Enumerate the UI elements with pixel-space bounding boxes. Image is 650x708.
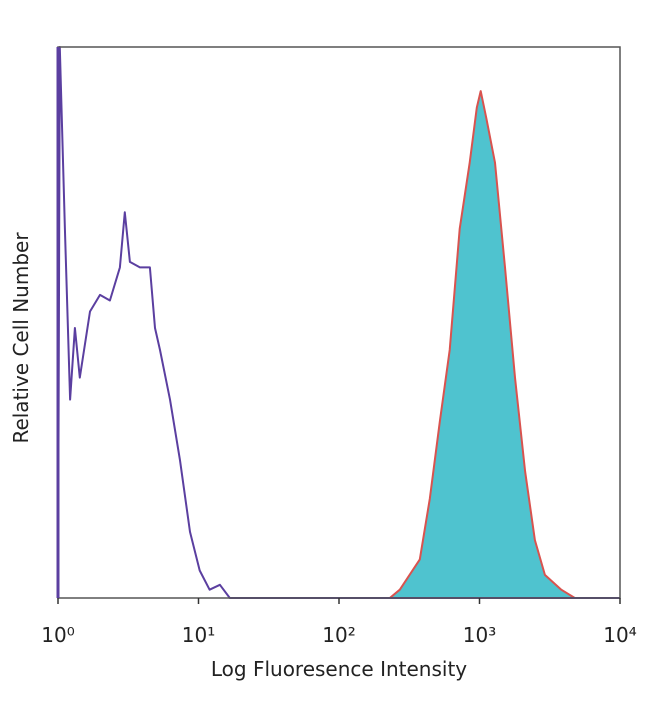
histogram-area [388, 90, 576, 599]
histogram-line [57, 46, 620, 599]
x-tick-label: 10⁰ [41, 623, 74, 647]
x-tick-label: 10³ [463, 623, 496, 647]
x-tick-label: 10⁴ [603, 623, 636, 647]
y-axis-label: Relative Cell Number [9, 232, 33, 444]
plot-frame [57, 46, 621, 599]
x-tick-label: 10¹ [182, 623, 215, 647]
x-axis-label: Log Fluoresence Intensity [211, 657, 467, 681]
x-tick-label: 10² [322, 623, 355, 647]
